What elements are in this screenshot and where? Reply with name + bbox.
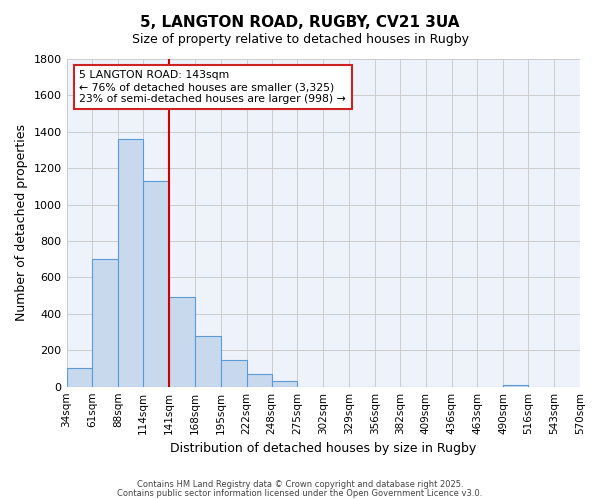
X-axis label: Distribution of detached houses by size in Rugby: Distribution of detached houses by size … xyxy=(170,442,476,455)
Text: Size of property relative to detached houses in Rugby: Size of property relative to detached ho… xyxy=(131,32,469,46)
Bar xyxy=(143,181,169,386)
Bar xyxy=(247,374,272,386)
Bar xyxy=(221,360,247,386)
Text: Contains HM Land Registry data © Crown copyright and database right 2025.: Contains HM Land Registry data © Crown c… xyxy=(137,480,463,489)
Y-axis label: Number of detached properties: Number of detached properties xyxy=(15,124,28,322)
Bar xyxy=(503,385,528,386)
Bar xyxy=(272,381,298,386)
Text: 5 LANGTON ROAD: 143sqm
← 76% of detached houses are smaller (3,325)
23% of semi-: 5 LANGTON ROAD: 143sqm ← 76% of detached… xyxy=(79,70,346,104)
Bar xyxy=(195,336,221,386)
Bar xyxy=(169,296,195,386)
Text: 5, LANGTON ROAD, RUGBY, CV21 3UA: 5, LANGTON ROAD, RUGBY, CV21 3UA xyxy=(140,15,460,30)
Text: Contains public sector information licensed under the Open Government Licence v3: Contains public sector information licen… xyxy=(118,488,482,498)
Bar xyxy=(67,368,92,386)
Bar xyxy=(118,139,143,386)
Bar xyxy=(92,259,118,386)
